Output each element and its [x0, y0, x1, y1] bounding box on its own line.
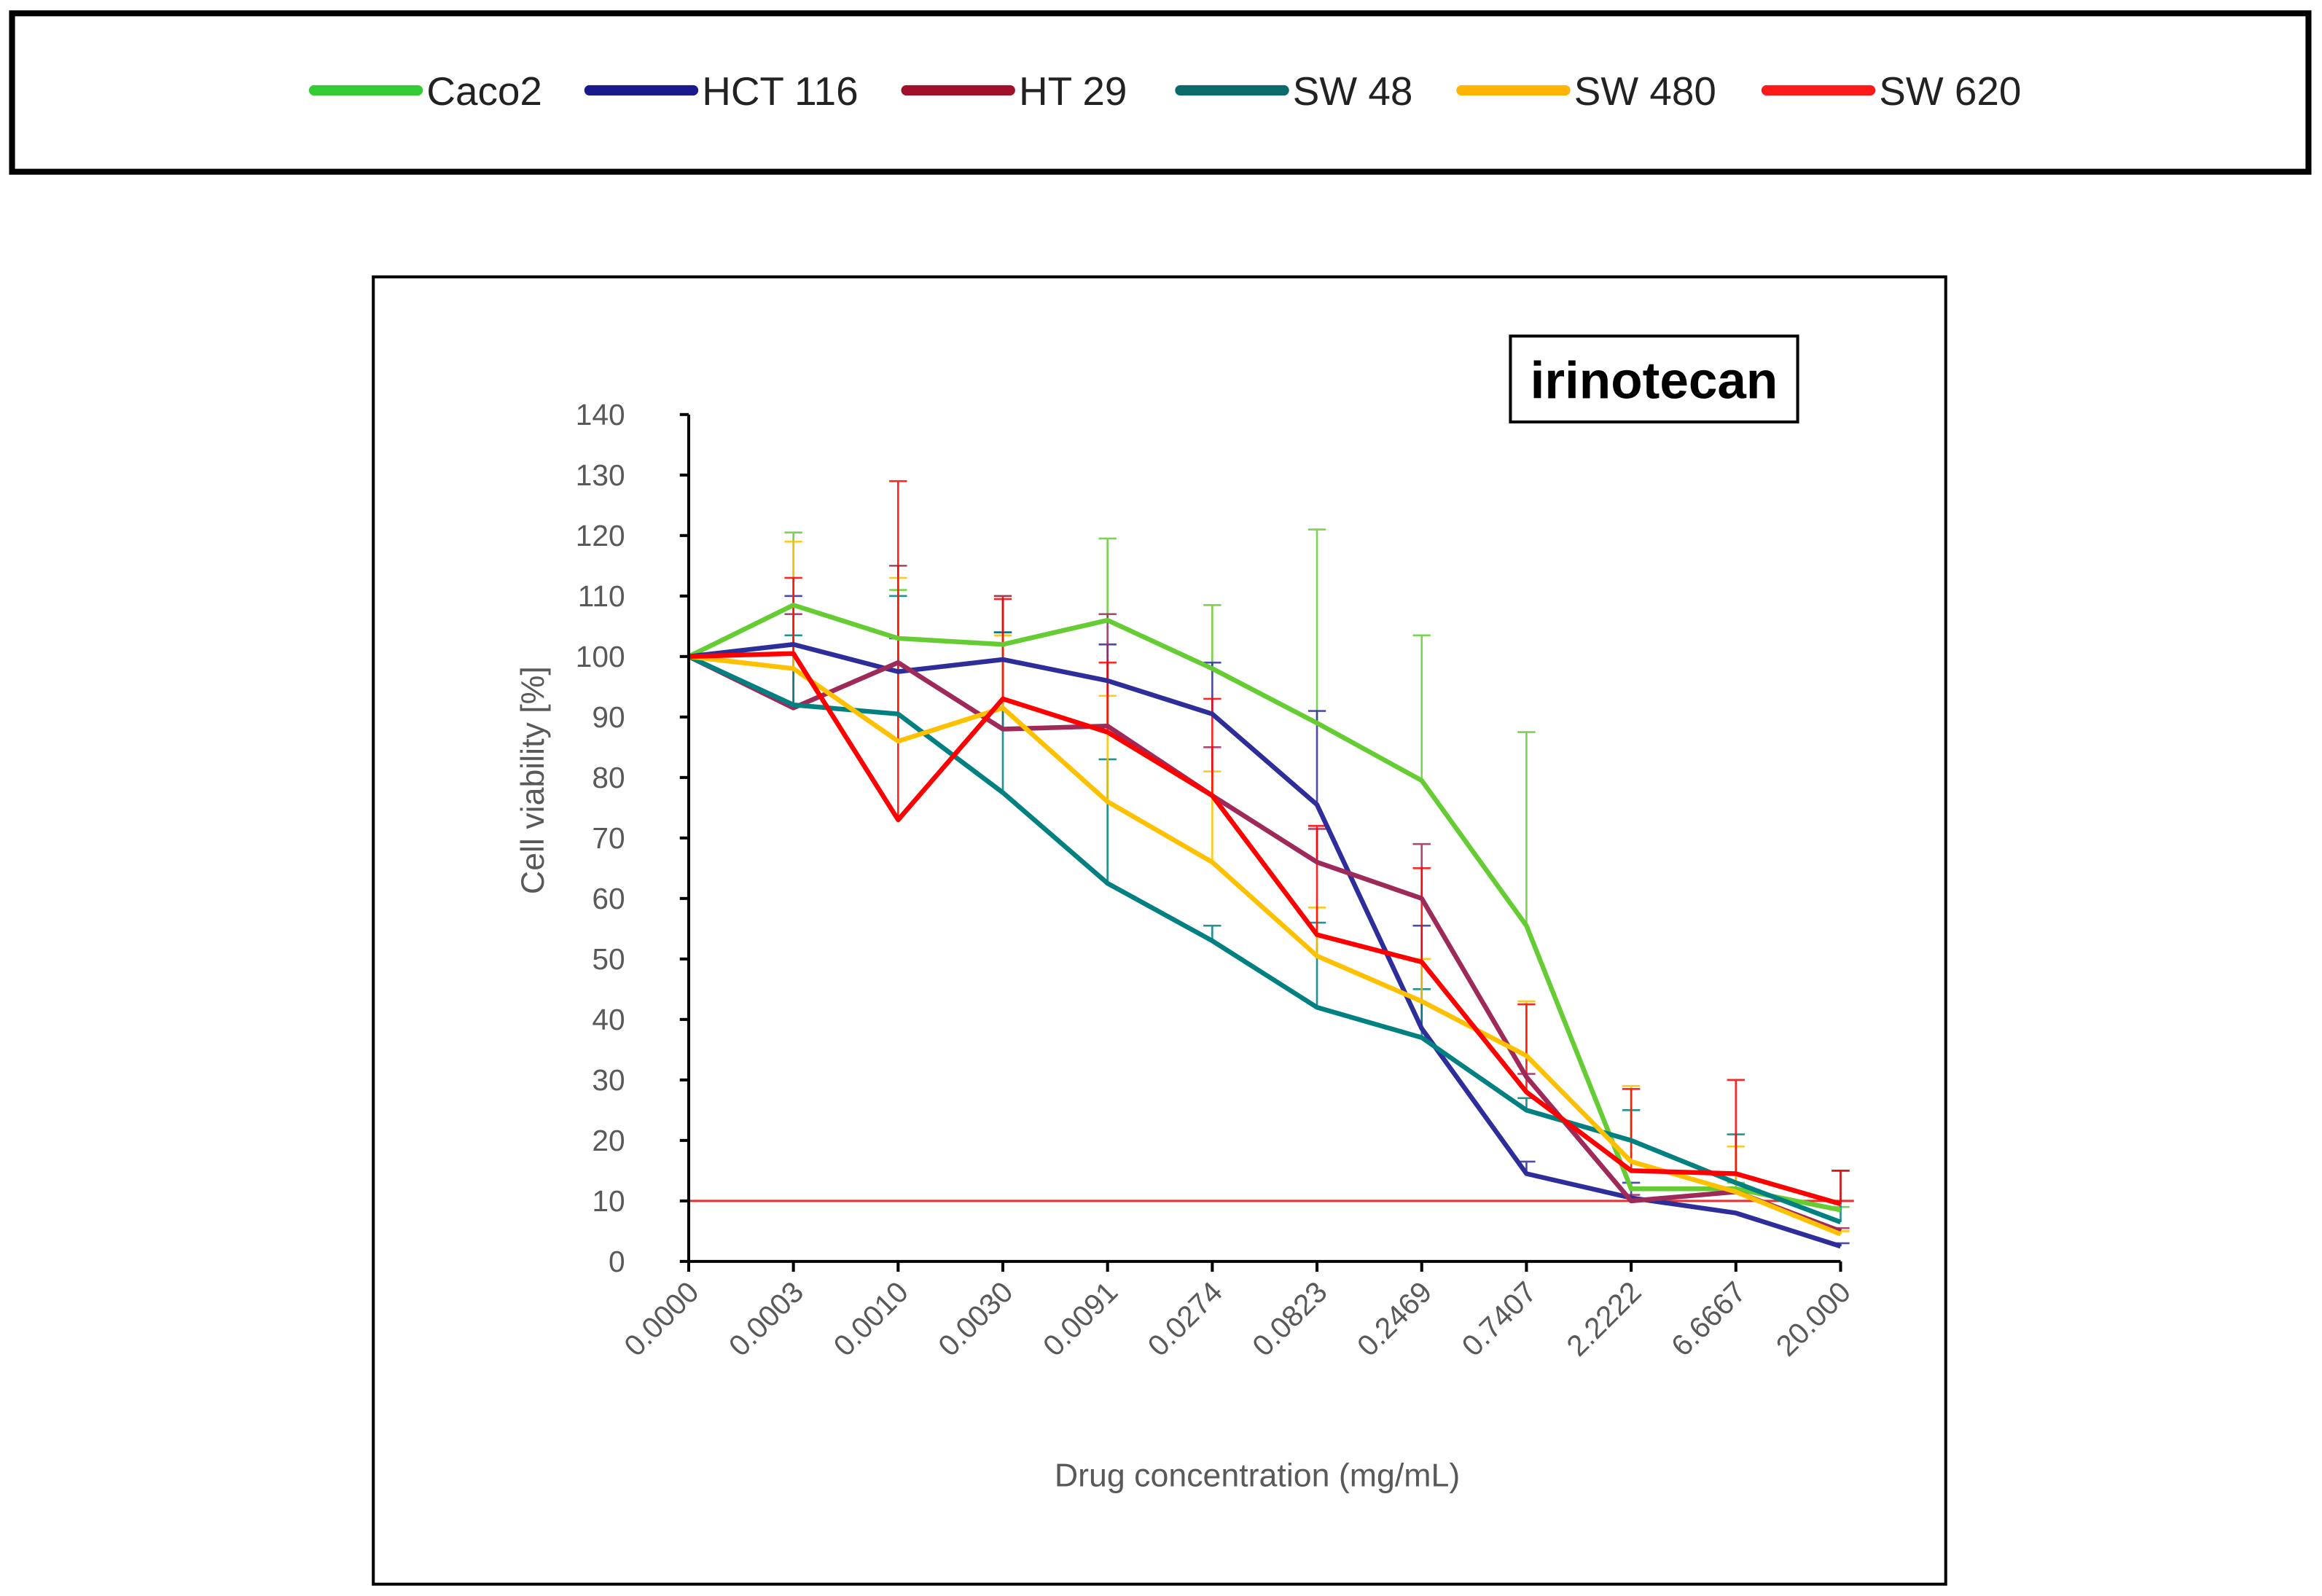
y-tick-label: 10	[592, 1184, 625, 1218]
error-bar	[1307, 528, 1326, 724]
error-bar	[993, 598, 1012, 699]
error-bar	[1412, 634, 1431, 781]
x-axis-title: Drug concentration (mg/mL)	[1055, 1458, 1460, 1494]
legend-item: SW 620	[1761, 69, 2021, 114]
legend: Caco2 HCT 116 HT 29 SW 48 SW 480 SW 620	[308, 69, 2021, 114]
legend-item: SW 480	[1456, 69, 1716, 114]
legend-item: HT 29	[901, 69, 1127, 114]
legend-item: SW 48	[1175, 69, 1413, 114]
y-tick-label: 130	[576, 458, 625, 492]
legend-label: SW 48	[1293, 69, 1413, 114]
legend-label: SW 620	[1879, 69, 2021, 114]
y-axis-title: Cell viability [%]	[515, 666, 551, 894]
title-box	[1509, 335, 1799, 424]
y-tick-label: 20	[592, 1124, 625, 1157]
chart-title: irinotecan	[1531, 352, 1778, 410]
y-tick-label: 0	[609, 1245, 625, 1278]
legend-label: HCT 116	[702, 69, 858, 114]
series-line-sw480	[688, 654, 1842, 1237]
legend-label: HT 29	[1019, 69, 1127, 114]
error-bar	[1203, 603, 1221, 669]
series-line-ht29	[687, 654, 1842, 1234]
legend-item: HCT 116	[584, 69, 859, 114]
series-line-sw48	[687, 654, 1842, 1224]
y-tick-label: 30	[592, 1063, 625, 1097]
error-bar	[1727, 1079, 1745, 1174]
error-bar	[1517, 731, 1536, 926]
y-tick-label: 90	[592, 700, 625, 734]
series-line-sw620	[688, 651, 1842, 1207]
y-tick-label: 110	[578, 579, 625, 613]
chart-frame	[372, 275, 1947, 1586]
error-bar	[1307, 824, 1326, 935]
error-bar	[889, 480, 907, 820]
y-tick-label: 70	[592, 821, 625, 855]
legend-label: Caco2	[426, 69, 542, 114]
y-tick-label: 80	[592, 761, 625, 794]
y-tick-label: 60	[592, 882, 625, 915]
error-bar	[784, 576, 802, 654]
y-tick-label: 140	[576, 398, 625, 431]
legend-label: SW 480	[1574, 69, 1716, 114]
series-line-caco2	[687, 603, 1842, 1213]
y-tick-label: 120	[576, 519, 625, 552]
legend-item: Caco2	[308, 69, 542, 114]
error-bar	[1412, 867, 1431, 963]
error-bar	[1307, 710, 1326, 805]
y-tick-label: 50	[592, 942, 625, 976]
y-tick-label: 100	[576, 640, 625, 673]
error-bar	[1098, 537, 1117, 621]
error-bar	[1098, 661, 1117, 732]
error-bar	[1622, 1087, 1641, 1171]
y-tick-label: 40	[592, 1003, 625, 1036]
error-bar	[1832, 1170, 1850, 1205]
